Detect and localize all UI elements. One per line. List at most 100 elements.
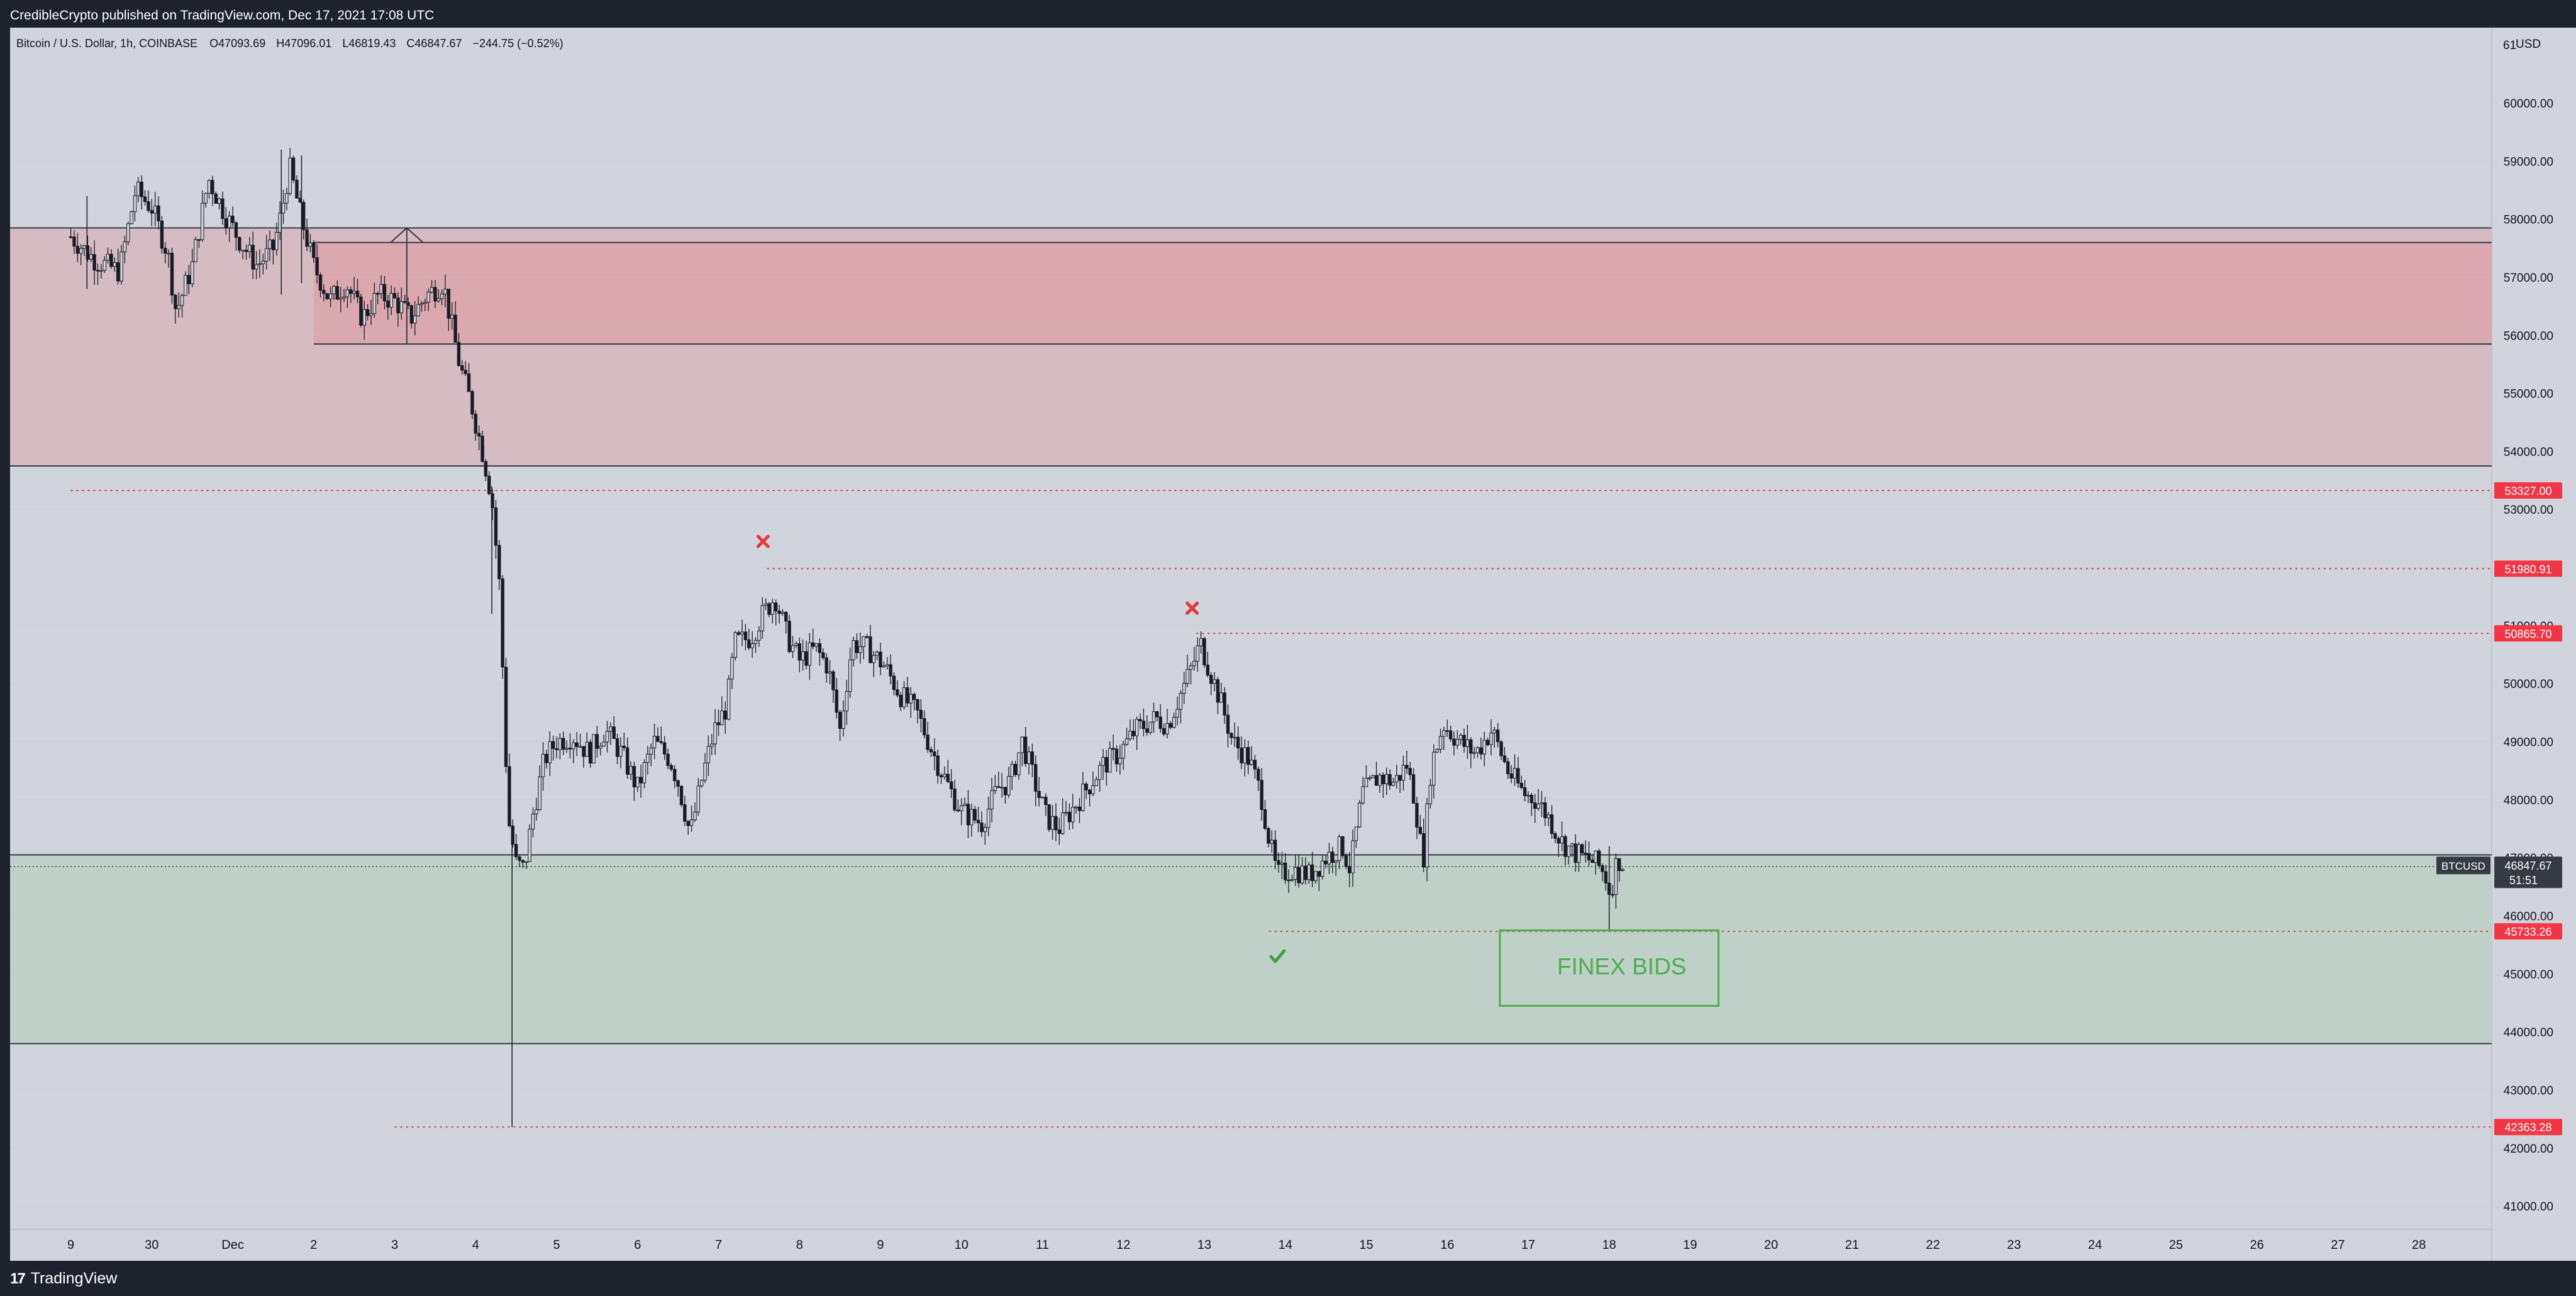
candle-body xyxy=(585,741,589,757)
price-chart[interactable]: FINEX BIDS Bitcoin / U.S. Dollar, 1h, CO… xyxy=(0,0,2576,1261)
candle-body xyxy=(899,694,902,707)
candle-body xyxy=(902,687,906,707)
candle-body xyxy=(153,205,157,214)
left-frame xyxy=(0,28,10,1261)
candle-body xyxy=(359,296,363,326)
time-tick-label: 30 xyxy=(145,1238,158,1252)
candle-body xyxy=(1601,865,1604,872)
candle-body xyxy=(622,745,626,748)
candle-body xyxy=(730,656,734,680)
candle-body xyxy=(862,636,865,647)
candle-body xyxy=(1347,866,1352,873)
time-axis[interactable]: 9 30 Dec 2 3 4 5 6 7 8 9 10 11 12 13 14 15 16 17 18 19 20 21 22… xyxy=(67,1238,2426,1252)
candle-body xyxy=(1307,864,1311,880)
candle-body xyxy=(1158,716,1162,729)
candle-body xyxy=(170,253,174,296)
candle-body xyxy=(1341,836,1345,856)
zone-supply-upper[interactable] xyxy=(313,242,2492,345)
candle-body xyxy=(676,780,680,787)
candle-body xyxy=(1374,775,1379,786)
candle-body xyxy=(1337,836,1341,861)
time-tick-label: 15 xyxy=(1359,1238,1373,1252)
candle-body xyxy=(1435,749,1439,753)
candle-body xyxy=(1108,748,1112,773)
candle-body xyxy=(673,768,677,782)
candle-body xyxy=(1530,795,1534,804)
candle-body xyxy=(234,222,238,238)
candle-body xyxy=(1428,785,1433,804)
candle-body xyxy=(1361,786,1365,804)
candle-body xyxy=(1162,728,1166,734)
time-tick-label: 5 xyxy=(553,1238,560,1252)
price-tick-label: 48000.00 xyxy=(2504,794,2553,807)
x-mark-stroke xyxy=(1185,601,1199,615)
candle-body xyxy=(308,242,313,247)
candle-body xyxy=(258,263,262,265)
candle-body xyxy=(1003,787,1008,795)
candle-body xyxy=(1206,664,1210,676)
candle-body xyxy=(271,240,275,250)
candle-body xyxy=(1054,816,1058,831)
symbol-legend[interactable]: Bitcoin / U.S. Dollar, 1h, COINBASE O470… xyxy=(16,37,564,50)
candle-body xyxy=(1209,675,1213,684)
zone-demand[interactable] xyxy=(10,855,2492,1044)
finex-bids-annotation[interactable]: FINEX BIDS xyxy=(1499,929,1719,1007)
price-axis-panel[interactable] xyxy=(2492,28,2576,1261)
candle-body xyxy=(1185,669,1189,684)
plot-area[interactable] xyxy=(10,28,2492,1229)
candle-body xyxy=(231,216,235,223)
candle-body xyxy=(1037,790,1041,799)
candle-body xyxy=(504,667,508,767)
candle-body xyxy=(980,822,984,833)
candle-body xyxy=(1344,855,1348,867)
tradingview-branding[interactable]: 17 TradingView xyxy=(10,1270,117,1288)
candle-body xyxy=(528,829,531,862)
candle-body xyxy=(575,742,579,747)
price-tick-label: 57000.00 xyxy=(2504,272,2553,285)
candle-body xyxy=(595,734,599,749)
candle-body xyxy=(588,741,592,764)
candle-body xyxy=(1408,768,1412,775)
candle-body xyxy=(1455,739,1459,746)
time-tick-label: 22 xyxy=(1926,1238,1940,1252)
candle-body xyxy=(1175,709,1179,718)
candle-body xyxy=(238,237,242,251)
price-tick-label: 46000.00 xyxy=(2504,910,2553,923)
ohlc-high: H47096.01 xyxy=(276,37,331,50)
candle-body xyxy=(389,293,393,308)
candle-body xyxy=(447,289,451,319)
time-axis-panel[interactable] xyxy=(10,1229,2492,1261)
finex-bids-label: FINEX BIDS xyxy=(1557,953,1687,979)
candle-body xyxy=(882,665,886,668)
candle-body xyxy=(649,747,653,755)
candle-body xyxy=(1084,784,1088,790)
candle-body xyxy=(1317,871,1321,877)
candle-body xyxy=(1523,787,1527,796)
candle-body xyxy=(1506,761,1510,774)
candle-body xyxy=(629,766,633,775)
level-price-tag xyxy=(2494,625,2562,642)
candle-body xyxy=(1010,763,1014,777)
candle-body xyxy=(986,809,991,828)
candle-body xyxy=(342,296,346,299)
ohlc-open: O47093.69 xyxy=(209,37,265,50)
candle-body xyxy=(355,291,360,297)
price-tick-label: 49000.00 xyxy=(2504,736,2553,750)
candle-body xyxy=(1030,751,1035,765)
tradingview-logo-icon: 17 xyxy=(10,1270,26,1287)
candle-body xyxy=(1472,752,1476,754)
x-mark-icon xyxy=(756,534,770,548)
candle-body xyxy=(642,762,647,784)
candle-body xyxy=(241,250,245,252)
candle-body xyxy=(555,748,558,750)
time-tick-label: 23 xyxy=(2007,1238,2021,1252)
level-price-tag xyxy=(2494,482,2562,499)
candle-body xyxy=(369,313,373,316)
candle-body xyxy=(683,804,687,822)
candle-body xyxy=(106,253,110,261)
candle-body xyxy=(582,746,586,757)
finex-bids-box[interactable] xyxy=(1499,929,1719,1007)
candle-body xyxy=(440,294,444,299)
candle-body xyxy=(565,748,569,750)
candles-layer xyxy=(69,148,1624,1127)
